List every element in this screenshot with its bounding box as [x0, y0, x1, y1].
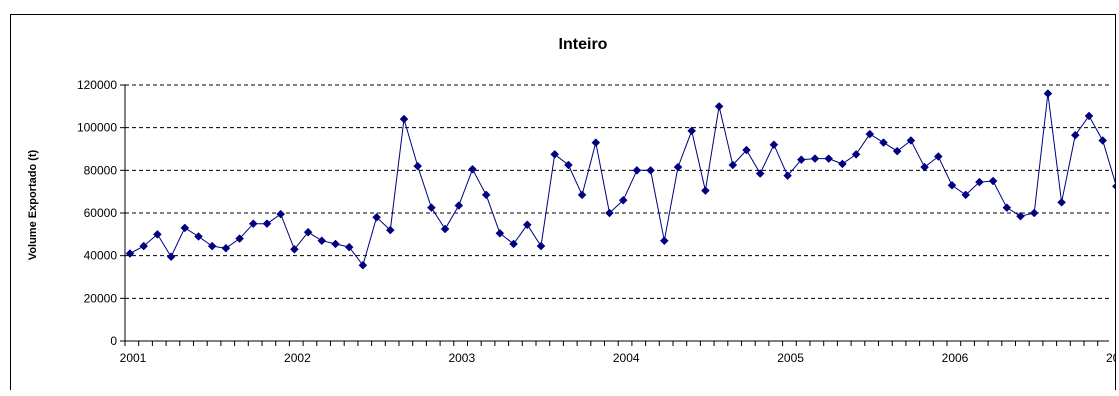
- y-tick-label-2: 40000: [84, 249, 118, 263]
- data-point-61: [961, 190, 971, 200]
- x-tick-label-2001: 2001: [120, 351, 147, 365]
- data-point-58: [920, 162, 929, 172]
- data-point-46: [755, 169, 765, 178]
- data-point-15: [331, 239, 340, 249]
- data-point-36: [618, 195, 628, 205]
- data-point-62: [975, 177, 984, 187]
- data-point-25: [468, 164, 477, 174]
- data-point-8: [235, 234, 244, 243]
- data-point-30: [536, 241, 546, 251]
- data-point-29: [522, 220, 532, 230]
- data-point-68: [1057, 197, 1066, 207]
- gridlines: [125, 84, 1109, 299]
- data-point-54: [865, 129, 875, 139]
- y-tick-labels: 0 20000 40000 60000 80000 100000 120000: [77, 78, 117, 348]
- data-point-21: [413, 161, 423, 171]
- data-point-31: [550, 149, 560, 159]
- series-line: [129, 93, 1119, 267]
- data-point-3: [166, 252, 176, 262]
- data-point-22: [427, 203, 436, 213]
- data-point-64: [1002, 203, 1012, 213]
- data-point-69: [1070, 130, 1080, 140]
- data-point-43: [714, 101, 724, 111]
- y-tick-label-3: 60000: [84, 206, 118, 220]
- x-tick-label-2005: 2005: [777, 351, 804, 365]
- data-point-49: [796, 155, 806, 165]
- data-point-59: [933, 152, 943, 161]
- data-point-52: [838, 159, 847, 169]
- data-point-56: [892, 146, 902, 156]
- y-tick-label-5: 100000: [77, 121, 117, 135]
- data-point-12: [290, 244, 299, 254]
- data-point-38: [646, 165, 655, 175]
- data-point-34: [591, 138, 601, 147]
- y-tick-label-0: 0: [110, 334, 117, 348]
- data-point-17: [358, 260, 368, 270]
- data-point-10: [262, 219, 272, 229]
- data-point-41: [687, 126, 697, 136]
- data-point-40: [673, 162, 683, 172]
- y-tick-label-1: 20000: [84, 291, 118, 305]
- data-point-32: [564, 160, 573, 170]
- chart-title: Inteiro: [559, 36, 608, 53]
- x-tick-label-2002: 2002: [284, 351, 311, 365]
- data-point-50: [810, 154, 820, 163]
- chart-frame: Inteiro Volume Exportado (t) 0 20000 40000…: [10, 14, 1119, 390]
- data-point-42: [701, 186, 710, 195]
- data-point-57: [906, 136, 916, 145]
- data-point-18: [372, 212, 381, 222]
- data-point-5: [194, 232, 203, 241]
- data-point-6: [207, 241, 217, 251]
- data-point-20: [399, 114, 409, 124]
- y-tick-label-4: 80000: [84, 163, 118, 177]
- data-point-27: [495, 228, 505, 238]
- data-point-2: [153, 229, 162, 239]
- data-point-24: [454, 201, 464, 210]
- data-point-39: [659, 236, 669, 246]
- data-point-71: [1098, 136, 1108, 145]
- data-point-33: [577, 190, 587, 200]
- data-point-37: [632, 165, 642, 175]
- x-tick-label-2006: 2006: [942, 351, 969, 365]
- data-point-51: [824, 154, 834, 163]
- data-point-16: [344, 242, 354, 252]
- data-point-13: [303, 227, 313, 237]
- data-point-72: [1112, 181, 1119, 191]
- data-point-4: [180, 223, 190, 233]
- data-point-11: [276, 209, 286, 219]
- data-point-45: [742, 145, 751, 155]
- data-point-23: [440, 224, 450, 234]
- data-point-60: [947, 180, 957, 190]
- x-tick-labels: 2001 2002 2003 2004 2005 2006 2007: [120, 351, 1119, 365]
- data-point-66: [1029, 208, 1039, 218]
- data-point-47: [769, 140, 779, 150]
- data-point-26: [481, 190, 491, 200]
- data-point-63: [988, 176, 998, 186]
- data-point-9: [248, 219, 258, 229]
- y-axis-label: Volume Exportado (t): [27, 149, 39, 260]
- data-point-70: [1084, 111, 1094, 121]
- data-point-0: [125, 249, 135, 258]
- data-point-19: [385, 225, 395, 235]
- data-point-35: [605, 208, 614, 218]
- data-points: [125, 89, 1119, 270]
- data-point-55: [879, 138, 888, 147]
- data-point-44: [728, 160, 738, 170]
- data-point-1: [139, 241, 149, 251]
- data-point-48: [783, 171, 792, 181]
- data-point-65: [1016, 211, 1025, 221]
- data-point-67: [1043, 89, 1053, 98]
- data-point-53: [851, 149, 861, 159]
- axes: [120, 84, 1109, 346]
- data-point-28: [509, 239, 518, 249]
- x-tick-label-2004: 2004: [613, 351, 640, 365]
- x-tick-label-2007: 2007: [1106, 351, 1115, 365]
- line-chart: Inteiro Volume Exportado (t) 0 20000 40000…: [27, 36, 1119, 365]
- x-tick-label-2003: 2003: [448, 351, 475, 365]
- y-tick-label-6: 120000: [77, 78, 117, 92]
- data-point-7: [221, 243, 231, 253]
- data-point-14: [317, 236, 327, 246]
